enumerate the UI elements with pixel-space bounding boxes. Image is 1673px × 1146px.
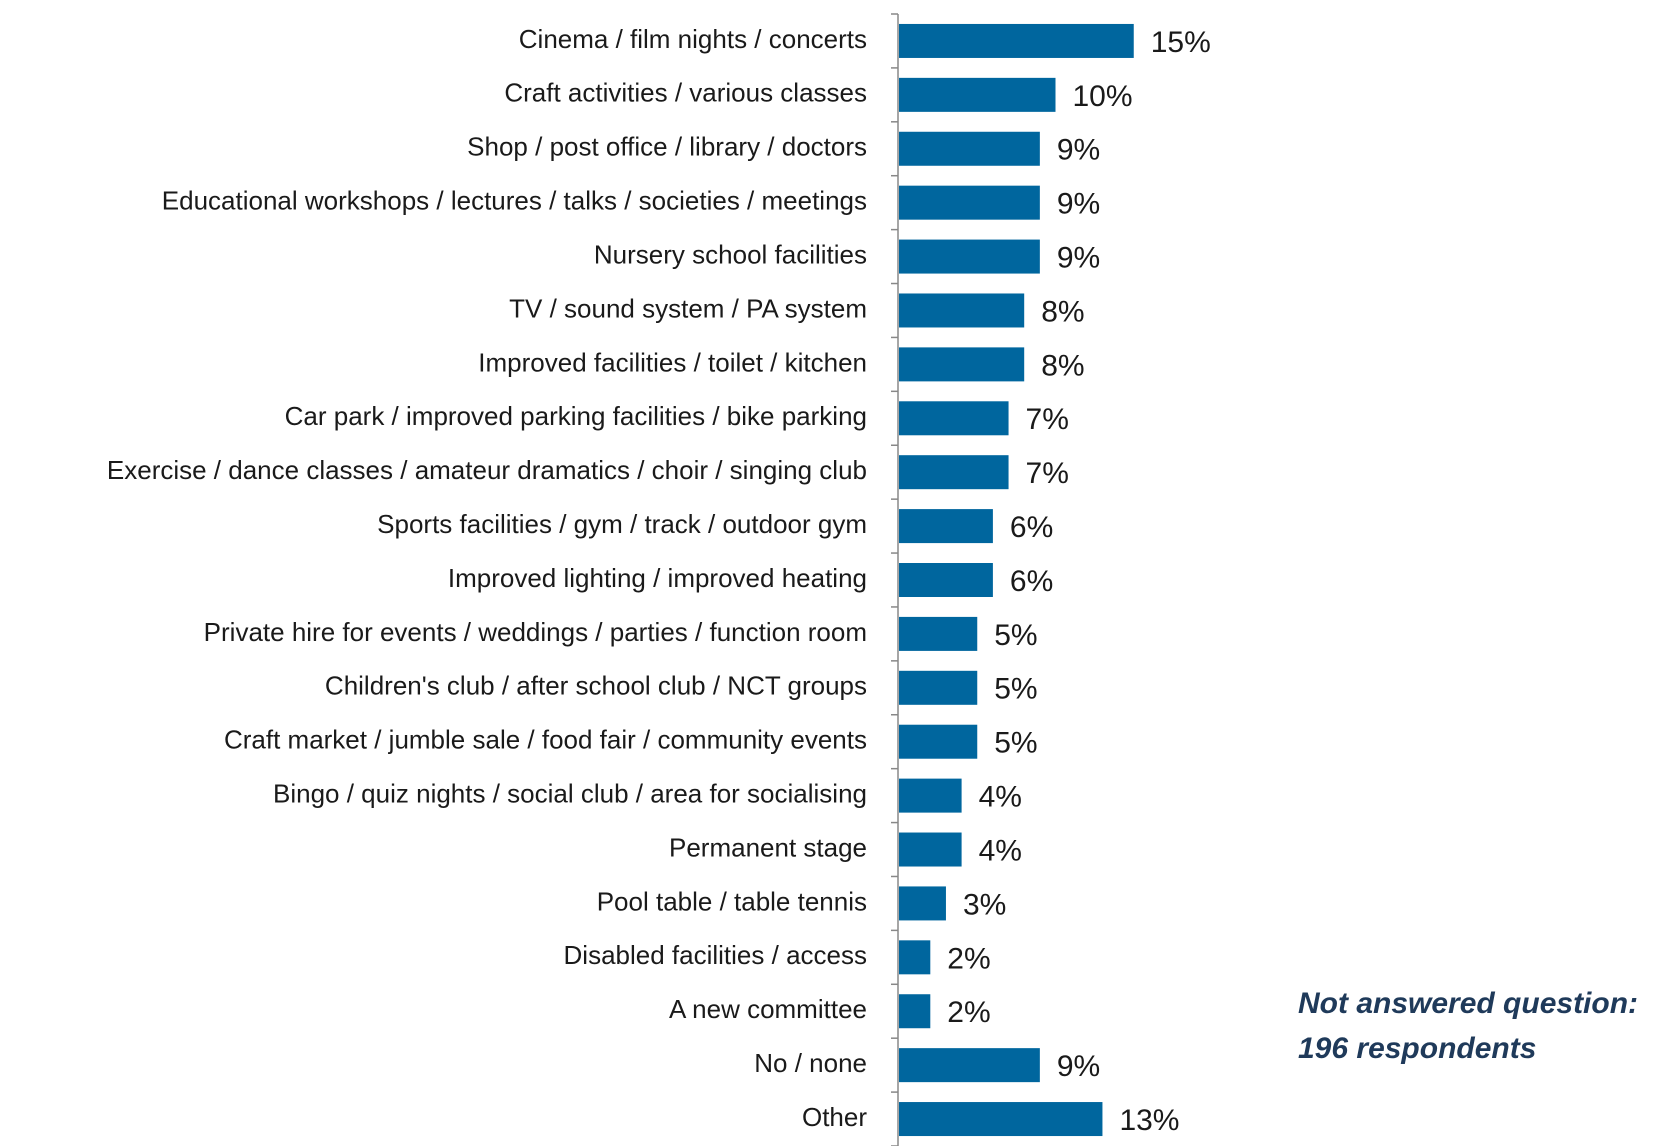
category-label: Shop / post office / library / doctors xyxy=(467,132,867,162)
value-label: 15% xyxy=(1151,26,1211,59)
bar xyxy=(899,616,978,651)
bar xyxy=(899,670,978,705)
category-label: Improved lighting / improved heating xyxy=(448,563,867,593)
annotation: 196 respondents xyxy=(1298,1032,1536,1065)
bar xyxy=(899,994,931,1029)
value-label: 9% xyxy=(1057,241,1100,274)
category-label: Educational workshops / lectures / talks… xyxy=(162,186,867,216)
value-label: 6% xyxy=(1010,511,1053,544)
bar xyxy=(899,77,1056,112)
category-label: Bingo / quiz nights / social club / area… xyxy=(273,778,867,808)
category-label: Children's club / after school club / NC… xyxy=(325,671,867,701)
category-label: Craft market / jumble sale / food fair /… xyxy=(224,725,867,755)
category-label: Disabled facilities / access xyxy=(564,940,867,970)
category-label: A new committee xyxy=(669,994,867,1024)
value-label: 4% xyxy=(979,781,1022,814)
value-label: 9% xyxy=(1057,188,1100,221)
value-label: 8% xyxy=(1041,349,1084,382)
annotation: Not answered question: xyxy=(1298,987,1638,1020)
value-label: 7% xyxy=(1026,403,1069,436)
bar xyxy=(899,1102,1103,1137)
category-label: TV / sound system / PA system xyxy=(509,293,867,323)
category-label: Exercise / dance classes / amateur drama… xyxy=(107,455,867,485)
bar xyxy=(899,563,993,597)
bar xyxy=(899,347,1025,382)
bar xyxy=(899,1048,1040,1083)
value-label: 5% xyxy=(994,619,1037,652)
value-label: 10% xyxy=(1073,80,1133,113)
bar xyxy=(899,886,946,921)
bar xyxy=(899,239,1040,274)
value-label: 3% xyxy=(963,888,1006,921)
bar xyxy=(899,401,1009,436)
value-label: 13% xyxy=(1119,1104,1179,1137)
value-label: 6% xyxy=(1010,565,1053,598)
bar xyxy=(899,832,962,867)
bar xyxy=(899,509,993,544)
bar xyxy=(899,940,931,975)
bar xyxy=(899,455,1009,490)
value-label: 9% xyxy=(1057,134,1100,167)
category-label: Car park / improved parking facilities /… xyxy=(285,401,867,431)
category-label: Permanent stage xyxy=(669,832,867,862)
category-label: Improved facilities / toilet / kitchen xyxy=(478,347,867,377)
bar xyxy=(899,293,1025,328)
category-label: Other xyxy=(802,1102,867,1132)
category-label: No / none xyxy=(754,1048,867,1078)
value-label: 4% xyxy=(979,834,1022,867)
category-label: Nursery school facilities xyxy=(594,239,867,269)
bar xyxy=(899,185,1040,220)
value-label: 2% xyxy=(947,996,990,1029)
category-label: Craft activities / various classes xyxy=(504,78,867,108)
value-label: 2% xyxy=(947,942,990,975)
category-label: Cinema / film nights / concerts xyxy=(519,24,867,54)
bar xyxy=(899,724,978,759)
value-label: 5% xyxy=(994,673,1037,706)
bar xyxy=(899,23,1134,58)
value-label: 9% xyxy=(1057,1050,1100,1083)
value-label: 7% xyxy=(1026,457,1069,490)
category-label: Pool table / table tennis xyxy=(597,886,867,916)
category-label: Sports facilities / gym / track / outdoo… xyxy=(377,509,867,539)
category-label: Private hire for events / weddings / par… xyxy=(204,617,867,647)
bar xyxy=(899,778,962,813)
value-label: 8% xyxy=(1041,295,1084,328)
value-label: 5% xyxy=(994,727,1037,760)
bar xyxy=(899,131,1040,166)
